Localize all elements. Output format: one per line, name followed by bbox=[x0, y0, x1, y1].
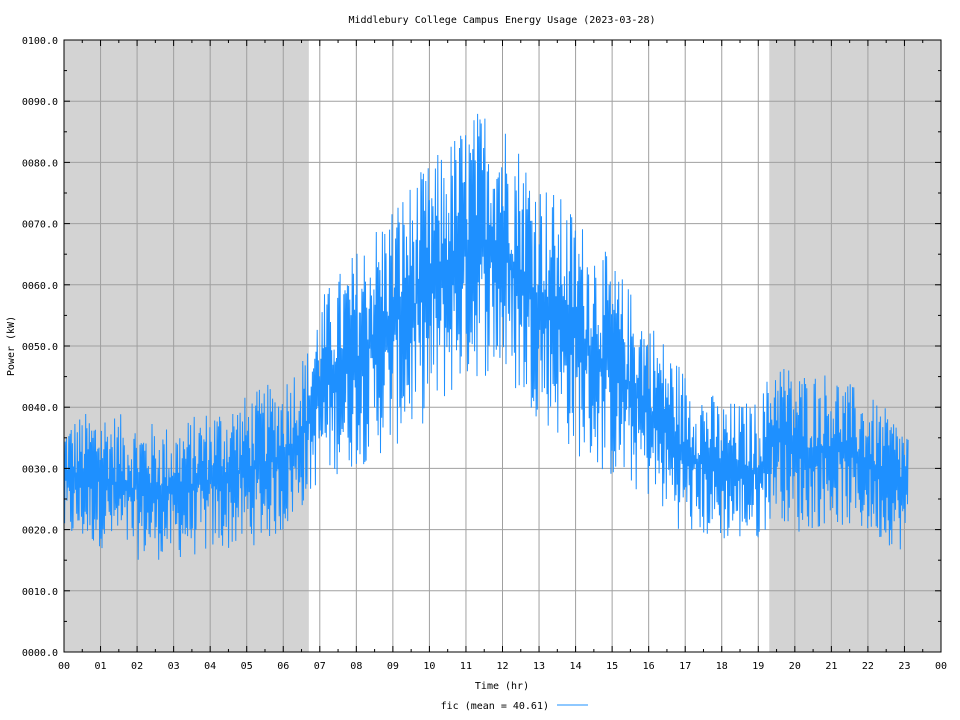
x-tick-label: 12 bbox=[496, 661, 508, 672]
x-tick-label: 15 bbox=[606, 661, 618, 672]
x-tick-label: 17 bbox=[679, 661, 691, 672]
y-tick-label: 0030.0 bbox=[22, 464, 58, 475]
y-tick-label: 0050.0 bbox=[22, 342, 58, 353]
y-tick-label: 0070.0 bbox=[22, 220, 58, 231]
x-tick-label: 02 bbox=[131, 661, 143, 672]
x-tick-label: 16 bbox=[643, 661, 655, 672]
y-tick-label: 0100.0 bbox=[22, 36, 58, 47]
y-tick-label: 0060.0 bbox=[22, 281, 58, 292]
x-tick-label: 11 bbox=[460, 661, 472, 672]
chart-title: Middlebury College Campus Energy Usage (… bbox=[348, 15, 655, 26]
x-tick-label: 05 bbox=[241, 661, 253, 672]
series-line-fic bbox=[63, 113, 909, 560]
x-tick-label: 10 bbox=[423, 661, 435, 672]
x-tick-label: 07 bbox=[314, 661, 326, 672]
y-tick-label: 0090.0 bbox=[22, 97, 58, 108]
x-tick-label: 09 bbox=[387, 661, 399, 672]
y-tick-label: 0020.0 bbox=[22, 526, 58, 537]
x-tick-label: 22 bbox=[862, 661, 874, 672]
x-axis-label: Time (hr) bbox=[475, 681, 529, 692]
y-tick-label: 0000.0 bbox=[22, 648, 58, 659]
y-tick-label: 0010.0 bbox=[22, 587, 58, 598]
y-tick-label: 0080.0 bbox=[22, 158, 58, 169]
x-tick-label: 04 bbox=[204, 661, 216, 672]
x-tick-label: 20 bbox=[789, 661, 801, 672]
x-tick-label: 06 bbox=[277, 661, 289, 672]
y-axis-label: Power (kW) bbox=[6, 316, 17, 376]
x-tick-label: 01 bbox=[95, 661, 107, 672]
x-tick-label: 14 bbox=[570, 661, 582, 672]
x-tick-label: 08 bbox=[350, 661, 362, 672]
x-tick-label: 21 bbox=[825, 661, 837, 672]
x-tick-label: 18 bbox=[716, 661, 728, 672]
y-tick-label: 0040.0 bbox=[22, 403, 58, 414]
x-tick-label: 00 bbox=[935, 661, 947, 672]
x-tick-label: 23 bbox=[898, 661, 910, 672]
x-tick-label: 03 bbox=[168, 661, 180, 672]
x-tick-label: 13 bbox=[533, 661, 545, 672]
x-tick-label: 00 bbox=[58, 661, 70, 672]
legend-label: fic (mean = 40.61) bbox=[441, 701, 549, 712]
x-tick-label: 19 bbox=[752, 661, 764, 672]
